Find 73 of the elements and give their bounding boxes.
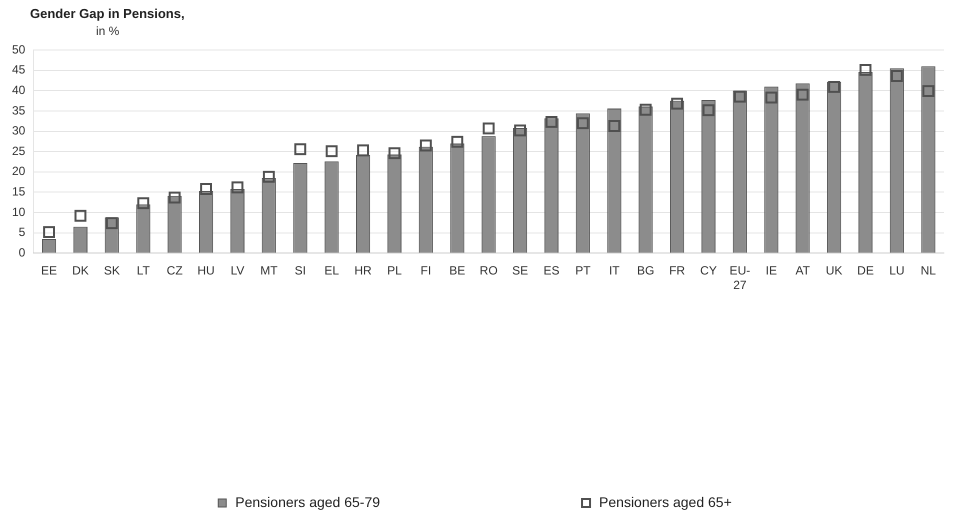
point: [828, 81, 840, 93]
x-tick-label: ES: [543, 264, 560, 278]
x-tick-label: RO: [480, 264, 498, 278]
x-tick-label: BG: [637, 264, 654, 278]
x-tick-label: EL: [324, 264, 340, 278]
point: [357, 144, 370, 156]
x-tick-label: IT: [608, 264, 620, 278]
point: [451, 136, 464, 148]
x-tick-label: DK: [72, 264, 89, 278]
x-tick-label: BE: [449, 264, 466, 278]
point: [262, 170, 275, 183]
point: [640, 104, 652, 116]
point: [388, 147, 400, 160]
point: [74, 210, 86, 222]
point: [734, 90, 746, 103]
x-tick-label: DE: [857, 264, 874, 278]
x-tick-label: FR: [669, 264, 686, 278]
x-tick-label: HU: [197, 264, 215, 278]
x-tick-label: HR: [354, 264, 372, 278]
x-tick-label: SK: [104, 264, 120, 278]
point: [514, 124, 526, 136]
point: [294, 143, 306, 156]
point: [326, 145, 338, 158]
y-tick-label: 25: [12, 144, 26, 158]
point: [546, 116, 558, 128]
point: [702, 104, 714, 116]
y-tick-label: 50: [12, 42, 26, 56]
y-tick-label: 10: [12, 204, 26, 219]
point: [608, 120, 620, 132]
x-tick-label: UK: [826, 264, 842, 278]
x-tick-label: EE: [41, 264, 58, 278]
point: [106, 217, 118, 230]
x-tick-label: PT: [575, 264, 592, 278]
y-tick-label: 5: [18, 225, 26, 240]
legend-label: Pensioners aged 65+: [599, 494, 732, 510]
point: [43, 226, 55, 238]
x-tick-label: PL: [387, 264, 402, 278]
x-tick-label: NL: [920, 264, 936, 278]
point: [200, 183, 212, 195]
point: [922, 85, 934, 97]
x-tick-label: EU-27: [730, 264, 750, 292]
x-tick-label: CZ: [166, 264, 183, 278]
chart-title: Gender Gap in Pensions,: [30, 6, 185, 21]
point: [765, 92, 778, 104]
y-tick-label: 35: [12, 103, 26, 118]
point: [890, 70, 903, 82]
x-tick-label: LT: [136, 264, 150, 278]
y-tick-label: 45: [12, 62, 26, 77]
y-tick-label: 15: [12, 184, 26, 199]
x-tick-label: MT: [260, 264, 278, 278]
point: [137, 197, 150, 210]
x-tick-label: FI: [420, 264, 432, 278]
y-tick-label: 0: [18, 246, 26, 260]
point: [671, 98, 684, 110]
x-tick-label: LU: [889, 264, 905, 278]
x-tick-label: SI: [294, 264, 306, 278]
point: [576, 117, 589, 130]
point: [860, 64, 872, 76]
x-tick-label: CY: [700, 264, 717, 278]
x-tick-label: SE: [512, 264, 528, 278]
x-tick-label: LV: [230, 264, 244, 278]
y-tick-label: 20: [12, 164, 26, 178]
legend-label: Pensioners aged 65-79: [235, 494, 380, 510]
point: [420, 140, 432, 152]
point: [482, 122, 495, 134]
point: [796, 88, 809, 101]
point: [232, 181, 244, 194]
y-tick-label: 30: [12, 124, 26, 138]
y-tick-label: 40: [12, 82, 26, 97]
x-tick-label: AT: [795, 264, 811, 278]
y-axis-title: in %: [96, 24, 120, 38]
point: [168, 192, 181, 204]
x-tick-label: IE: [766, 264, 777, 278]
